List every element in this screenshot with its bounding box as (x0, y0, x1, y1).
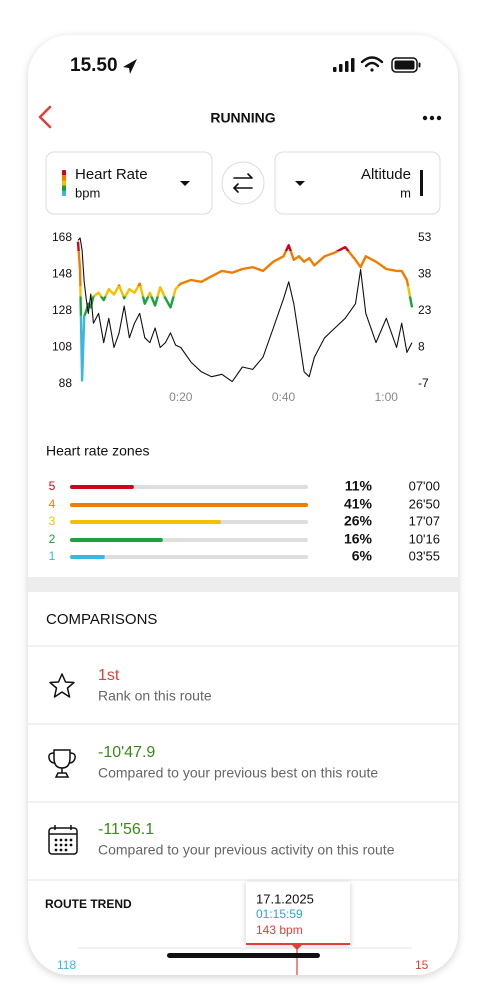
y-tick-label: 88 (59, 376, 73, 390)
comparison-value: -10'47.9 (98, 744, 155, 761)
tooltip-time: 01:15:59 (256, 907, 303, 921)
swap-button[interactable] (221, 161, 265, 205)
battery-icon (391, 57, 421, 73)
more-button[interactable] (422, 115, 442, 121)
comparison-description: Compared to your previous best on this r… (98, 765, 378, 781)
y2-tick-label: 53 (418, 230, 432, 244)
zone-bar (70, 538, 163, 542)
comparison-value: 1st (98, 667, 120, 684)
y-tick-label: 148 (52, 267, 72, 281)
zone-time: 07'00 (409, 478, 440, 493)
zone-percent: 41% (344, 496, 373, 512)
star-icon (49, 673, 75, 698)
zone-number: 5 (49, 479, 56, 493)
zone-percent: 11% (345, 478, 373, 494)
tooltip-date: 17.1.2025 (256, 891, 314, 906)
zone-number: 3 (49, 514, 56, 528)
wifi-icon (360, 56, 384, 72)
trend-tooltip: 17.1.2025 01:15:59 143 bpm (246, 882, 350, 950)
trophy-icon (48, 749, 76, 778)
x-tick-label: 0:20 (169, 390, 193, 404)
comparison-description: Rank on this route (98, 688, 212, 704)
zone-percent: 16% (344, 531, 373, 547)
section-separator (28, 577, 458, 592)
right-selector-unit: m (400, 185, 411, 200)
zones-title: Heart rate zones (46, 443, 150, 459)
home-indicator (167, 953, 320, 958)
zone-bar (70, 485, 134, 489)
zone-track (70, 555, 308, 559)
tooltip-value: 143 bpm (256, 923, 303, 937)
y-tick-label: 128 (52, 303, 72, 317)
zone-bar (70, 555, 105, 559)
x-tick-label: 1:00 (375, 390, 399, 404)
y-tick-label: 108 (52, 340, 72, 354)
zone-bar (70, 503, 308, 507)
comparison-rows: 1st Rank on this route -10'47.9 Compared to… (98, 667, 395, 857)
right-selector-label: Altitude (361, 166, 411, 183)
zone-number: 1 (49, 549, 56, 563)
trend-left-axis-label: 118 (57, 958, 76, 972)
line-series (77, 237, 413, 383)
hr-gradient-icon (62, 170, 66, 196)
zone-time: 17'07 (409, 513, 440, 528)
zone-number: 4 (49, 497, 56, 511)
dividers (28, 645, 458, 881)
y2-tick-label: 8 (418, 340, 425, 354)
line-series (76, 241, 414, 382)
route-trend-title: ROUTE TREND (45, 897, 132, 911)
status-time: 15.50 (70, 55, 118, 76)
signal-icon (333, 58, 355, 72)
zone-time: 10'16 (409, 531, 440, 546)
zones: 5 11% 07'004 41% 26'503 26% 17'072 16% 10'161 6% 0… (49, 478, 440, 564)
y2-tick-label: 38 (418, 267, 432, 281)
left-selector-unit: bpm (75, 185, 100, 200)
right-selector[interactable]: Altitude m (274, 151, 441, 215)
location-icon (123, 59, 137, 74)
trend-right-axis-label: 15 (415, 958, 429, 972)
comparison-value: -11'56.1 (98, 821, 154, 838)
back-button[interactable] (38, 105, 52, 129)
y2-tick-label: 23 (418, 303, 432, 317)
x-tick-label: 0:40 (272, 390, 296, 404)
left-selector[interactable]: Heart Rate bpm (45, 151, 213, 215)
comparisons-title: COMPARISONS (46, 611, 157, 628)
y2-tick-label: -7 (418, 376, 429, 390)
zone-number: 2 (49, 532, 56, 546)
zone-bar (70, 520, 221, 524)
zone-time: 03'55 (409, 548, 440, 563)
zone-percent: 6% (352, 548, 373, 564)
chart: 168 148 128 108 88 53 38 23 8 -7 0:20 0:40 1:00 (52, 230, 432, 404)
header-title: RUNNING (210, 110, 275, 126)
zone-percent: 26% (344, 513, 373, 529)
phone-content: 15.50 RUNNING Heart Rate bpm (28, 55, 458, 975)
calendar-icon (48, 825, 78, 855)
left-selector-label: Heart Rate (75, 166, 148, 183)
zone-time: 26'50 (409, 496, 440, 511)
y-tick-label: 168 (52, 230, 72, 244)
comparison-description: Compared to your previous activity on th… (98, 842, 395, 858)
